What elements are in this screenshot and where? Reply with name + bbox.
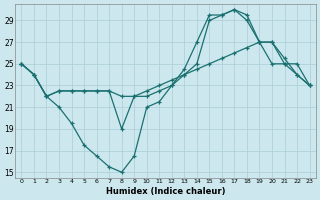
X-axis label: Humidex (Indice chaleur): Humidex (Indice chaleur)	[106, 187, 225, 196]
